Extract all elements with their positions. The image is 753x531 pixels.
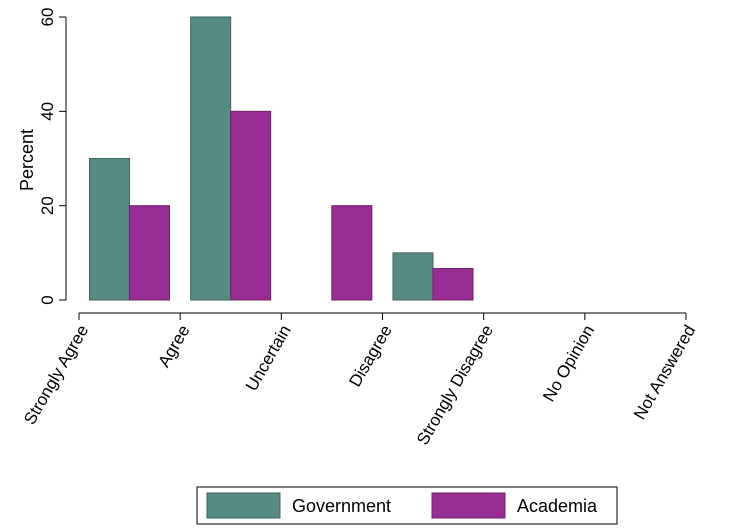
x-axis: Strongly Agree Agree Uncertain Disagree Stro… xyxy=(20,312,699,449)
legend-label-academia: Academia xyxy=(517,496,598,516)
legend-swatch-academia xyxy=(431,492,506,519)
y-axis: 0 20 40 60 Percent xyxy=(17,8,67,305)
x-tick-label: Disagree xyxy=(345,322,395,390)
bar-government xyxy=(392,252,434,301)
y-tick-label: 40 xyxy=(38,102,57,121)
x-tick-label: Strongly Agree xyxy=(20,322,92,428)
x-tick-label: Uncertain xyxy=(242,322,295,395)
x-tick-label: Agree xyxy=(154,322,193,371)
x-tick-label: Strongly Disagree xyxy=(413,322,497,449)
bar-academia xyxy=(331,205,373,301)
legend-swatch-government xyxy=(206,492,281,519)
bar-government xyxy=(89,158,130,301)
y-tick-label: 0 xyxy=(38,295,57,304)
bar-academia xyxy=(432,268,474,301)
y-tick-label: 20 xyxy=(38,196,57,215)
y-tick-label: 60 xyxy=(38,8,57,27)
x-tick-label: No Opinion xyxy=(539,322,598,405)
y-axis-title: Percent xyxy=(17,129,37,191)
legend: Government Academia xyxy=(196,486,618,525)
legend-label-government: Government xyxy=(292,496,391,516)
bar-government xyxy=(190,16,232,301)
bar-academia xyxy=(230,110,272,301)
bar-academia xyxy=(129,205,170,301)
x-tick-label: Not Answered xyxy=(630,322,699,423)
bars-group xyxy=(89,16,474,301)
